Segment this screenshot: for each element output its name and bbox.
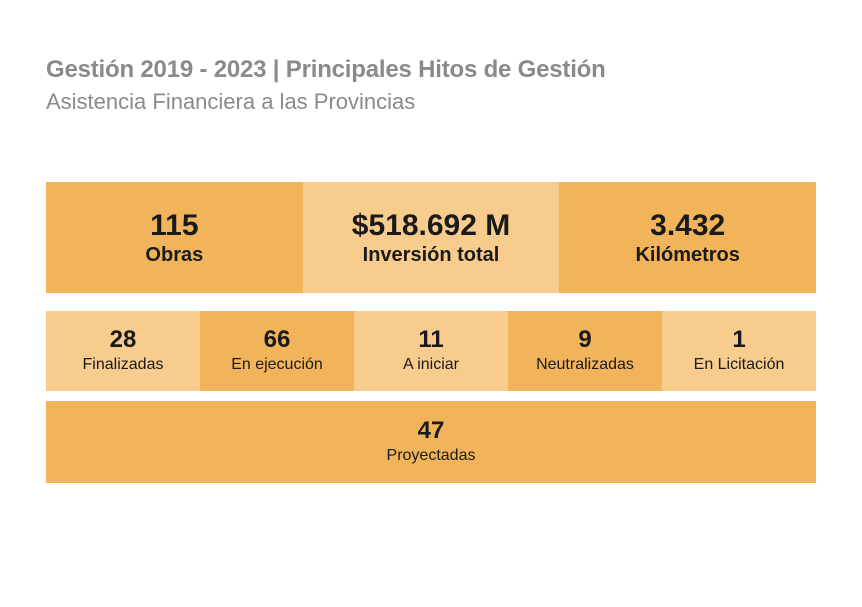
status-row: 28 Finalizadas 66 En ejecución 11 A inic… <box>46 311 816 391</box>
summary-value: $518.692 M <box>351 208 511 242</box>
summary-obras: 115 Obras <box>46 182 303 293</box>
page-subtitle: Asistencia Financiera a las Provincias <box>46 89 416 114</box>
summary-label: Kilómetros <box>635 243 740 266</box>
status-label: Neutralizadas <box>536 356 634 373</box>
projected-value: 47 <box>417 417 445 444</box>
status-value: 66 <box>263 326 291 353</box>
status-finalizadas: 28 Finalizadas <box>46 311 200 391</box>
status-en-licitacion: 1 En Licitación <box>662 311 816 391</box>
summary-value: 115 <box>150 208 199 242</box>
projected-label: Proyectadas <box>386 447 476 464</box>
status-label: En ejecución <box>231 356 323 373</box>
status-a-iniciar: 11 A iniciar <box>354 311 508 391</box>
summary-row: 115 Obras $518.692 M Inversión total 3.4… <box>46 182 817 293</box>
projected-row: 47 Proyectadas <box>46 401 816 483</box>
status-value: 28 <box>109 326 137 353</box>
status-value: 1 <box>732 326 746 353</box>
status-value: 9 <box>578 326 592 353</box>
status-label: En Licitación <box>693 356 785 373</box>
page-title: Gestión 2019 - 2023 | Principales Hitos … <box>46 56 606 83</box>
status-neutralizadas: 9 Neutralizadas <box>508 311 662 391</box>
status-label: A iniciar <box>402 356 460 373</box>
status-value: 11 <box>418 326 444 353</box>
status-en-ejecucion: 66 En ejecución <box>200 311 354 391</box>
status-label: Finalizadas <box>82 356 164 373</box>
summary-kilometros: 3.432 Kilómetros <box>559 182 817 293</box>
summary-label: Obras <box>145 243 204 266</box>
summary-value: 3.432 <box>650 208 726 242</box>
summary-inversion: $518.692 M Inversión total <box>302 182 560 293</box>
summary-label: Inversión total <box>362 243 500 266</box>
status-proyectadas: 47 Proyectadas <box>46 401 816 483</box>
